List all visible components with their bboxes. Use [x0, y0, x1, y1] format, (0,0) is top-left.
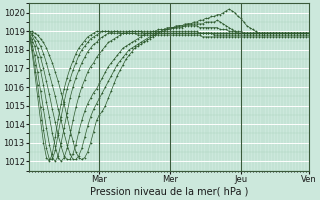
X-axis label: Pression niveau de la mer( hPa ): Pression niveau de la mer( hPa ): [90, 187, 248, 197]
